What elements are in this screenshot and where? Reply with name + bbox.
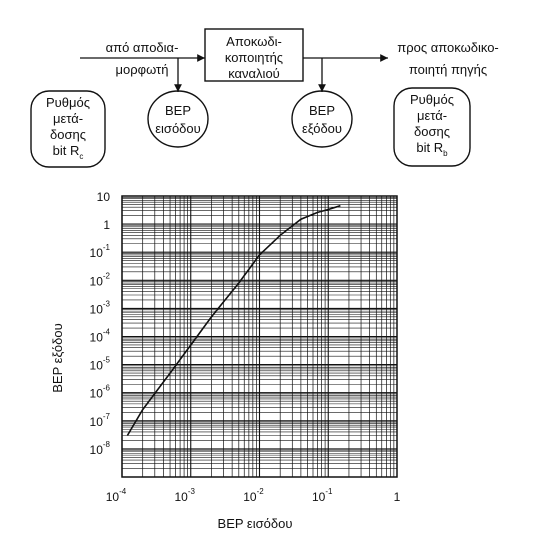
input-rate-label-line-4: bit Rc xyxy=(53,143,84,161)
y-tick-base: 10 xyxy=(90,415,104,429)
x-tick-exponent: -2 xyxy=(257,487,265,496)
y-tick-base: 10 xyxy=(97,190,111,204)
x-tick-exponent: -4 xyxy=(119,487,127,496)
x-tick-base: 10 xyxy=(312,490,326,504)
y-tick-label: 10-5 xyxy=(90,356,111,373)
output-rate-label-line-3: δοσης xyxy=(414,124,450,139)
y-tick-base: 1 xyxy=(103,218,110,232)
output-rate-label-line-1: Ρυθμός xyxy=(410,92,454,107)
y-tick-exponent: -2 xyxy=(103,271,111,280)
x-tick-exponent: -1 xyxy=(325,487,333,496)
input-bit-rate-box xyxy=(30,90,106,168)
y-tick-base: 10 xyxy=(90,246,104,260)
x-tick-label: 10-2 xyxy=(243,487,264,504)
ber-curve-line xyxy=(126,204,341,436)
y-tick-label: 10-2 xyxy=(90,271,111,288)
x-tick-base: 10 xyxy=(106,490,120,504)
y-tick-exponent: -5 xyxy=(103,356,111,365)
y-tick-label: 10-1 xyxy=(90,243,111,260)
input-rate-subscript: c xyxy=(79,152,83,161)
y-tick-label: 10-8 xyxy=(90,440,111,457)
plot-frame xyxy=(121,195,398,478)
output-ber-label-line-2: εξόδου xyxy=(302,121,342,136)
input-rate-prefix: bit R xyxy=(53,143,80,158)
decoder-label-line-2: κοποιητής xyxy=(225,50,283,65)
decoder-label-line-3: καναλιού xyxy=(228,66,280,81)
output-rate-prefix: bit R xyxy=(416,140,443,155)
input-ber-label-line-1: BEP xyxy=(165,103,191,118)
output-ber-label-line-1: BEP xyxy=(309,103,335,118)
y-tick-base: 10 xyxy=(90,302,104,316)
input-source-label-line-1: από αποδια- xyxy=(106,40,179,55)
y-tick-exponent: -3 xyxy=(103,299,111,308)
y-tick-label: 10 xyxy=(97,190,111,204)
y-tick-exponent: -8 xyxy=(103,440,111,449)
y-tick-label: 10-3 xyxy=(90,299,111,316)
x-tick-label: 10-4 xyxy=(106,487,127,504)
output-destination-label-line-1: προς αποκωδικο- xyxy=(397,40,499,55)
y-tick-label: 1 xyxy=(103,218,110,232)
input-ber-node xyxy=(147,90,209,148)
x-tick-base: 10 xyxy=(243,490,257,504)
chart-grid xyxy=(121,195,398,478)
y-tick-base: 10 xyxy=(90,387,104,401)
input-source-label-line-2: μορφωτή xyxy=(116,62,169,77)
y-tick-base: 10 xyxy=(90,359,104,373)
y-tick-base: 10 xyxy=(90,443,104,457)
x-tick-label: 1 xyxy=(394,490,401,504)
y-tick-exponent: -1 xyxy=(103,243,111,252)
output-destination-label-line-2: ποιητή πηγής xyxy=(409,62,487,77)
y-tick-label: 10-4 xyxy=(90,328,111,345)
y-tick-base: 10 xyxy=(90,331,104,345)
y-tick-label: 10-7 xyxy=(90,412,111,429)
output-bit-rate-box xyxy=(393,87,471,167)
x-tick-base: 1 xyxy=(394,490,401,504)
y-tick-label: 10-6 xyxy=(90,384,111,401)
y-tick-exponent: -6 xyxy=(103,384,111,393)
y-tick-exponent: -7 xyxy=(103,412,111,421)
input-ber-label-line-2: εισόδου xyxy=(155,121,201,136)
ber-chart: 10-4 10-3 10-2 10-1 1 10110-110-210-310-410-… xyxy=(50,190,401,531)
input-rate-label-line-3: δοσης xyxy=(50,127,86,142)
decoder-label-line-1: Αποκωδι- xyxy=(226,34,282,49)
y-tick-exponent: -4 xyxy=(103,328,111,337)
output-rate-label-line-4: bit Rb xyxy=(416,140,448,158)
block-diagram: Αποκωδι- κοποιητής καναλιού από αποδια- … xyxy=(30,28,499,168)
x-tick-label: 10-1 xyxy=(312,487,333,504)
x-tick-label: 10-3 xyxy=(175,487,196,504)
y-tick-base: 10 xyxy=(90,274,104,288)
input-rate-label-line-2: μετά- xyxy=(53,111,83,126)
input-rate-label-line-1: Ρυθμός xyxy=(46,95,90,110)
output-ber-node xyxy=(291,90,353,148)
y-axis-label: BEP εξόδου xyxy=(50,323,65,392)
x-tick-exponent: -3 xyxy=(188,487,196,496)
x-tick-base: 10 xyxy=(175,490,189,504)
output-rate-subscript: b xyxy=(443,149,448,158)
channel-decoder-box xyxy=(204,28,304,82)
output-rate-label-line-2: μετά- xyxy=(417,108,447,123)
x-tick-labels: 10-4 10-3 10-2 10-1 1 xyxy=(106,487,401,504)
x-axis-label: BEP εισόδου xyxy=(218,516,293,531)
